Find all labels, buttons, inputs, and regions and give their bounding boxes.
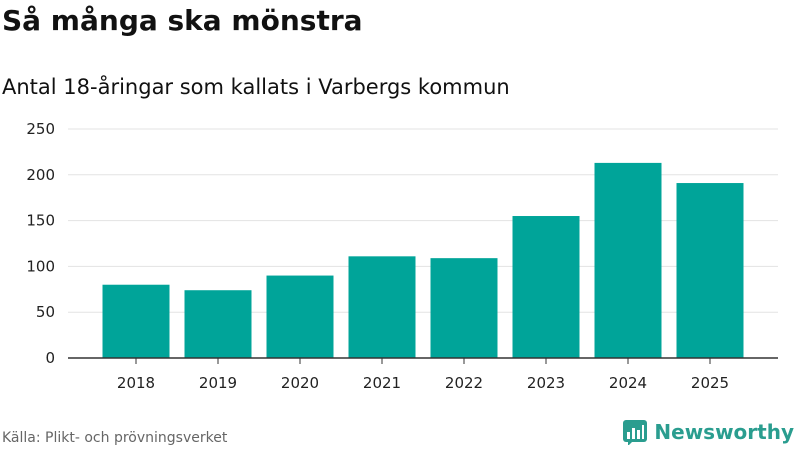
bar-chart: 0 50 100 150 200 250 2018 2019 2020 2021 2022 2023…: [26, 120, 778, 392]
chart-title: Så många ska mönstra: [2, 4, 363, 37]
x-tick-label: 2025: [691, 374, 729, 392]
y-tick-label: 0: [45, 349, 55, 367]
x-tick-label: 2019: [199, 374, 237, 392]
x-tick-label: 2024: [609, 374, 647, 392]
gridlines: [68, 128, 778, 313]
bar-2018: [102, 284, 170, 358]
x-tick-label: 2022: [445, 374, 483, 392]
y-tick-label: 100: [26, 257, 55, 275]
bar-2025: [676, 183, 744, 358]
bar-2020: [266, 275, 334, 358]
y-axis-ticks: 0 50 100 150 200 250: [26, 120, 55, 367]
brand-logo: Newsworthy: [622, 419, 794, 445]
bar-2019: [184, 290, 252, 358]
y-tick-label: 200: [26, 166, 55, 184]
x-tick-label: 2023: [527, 374, 565, 392]
bar-2023: [512, 216, 580, 358]
chart-subtitle: Antal 18-åringar som kallats i Varbergs …: [2, 75, 510, 99]
bars: [102, 162, 744, 358]
bar-2021: [348, 256, 416, 358]
x-axis-ticks: 2018 2019 2020 2021 2022 2023 2024 2025: [117, 358, 729, 392]
y-tick-label: 250: [26, 120, 55, 138]
source-note: Källa: Plikt- och prövningsverket: [2, 430, 228, 446]
bar-chart-logo-icon: [623, 420, 648, 445]
x-tick-label: 2020: [281, 374, 319, 392]
x-tick-label: 2021: [363, 374, 401, 392]
y-tick-label: 50: [36, 303, 55, 321]
bar-2022: [430, 258, 498, 358]
brand-name: Newsworthy: [654, 420, 794, 444]
x-tick-label: 2018: [117, 374, 155, 392]
bar-2024: [594, 162, 662, 358]
y-tick-label: 150: [26, 212, 55, 230]
